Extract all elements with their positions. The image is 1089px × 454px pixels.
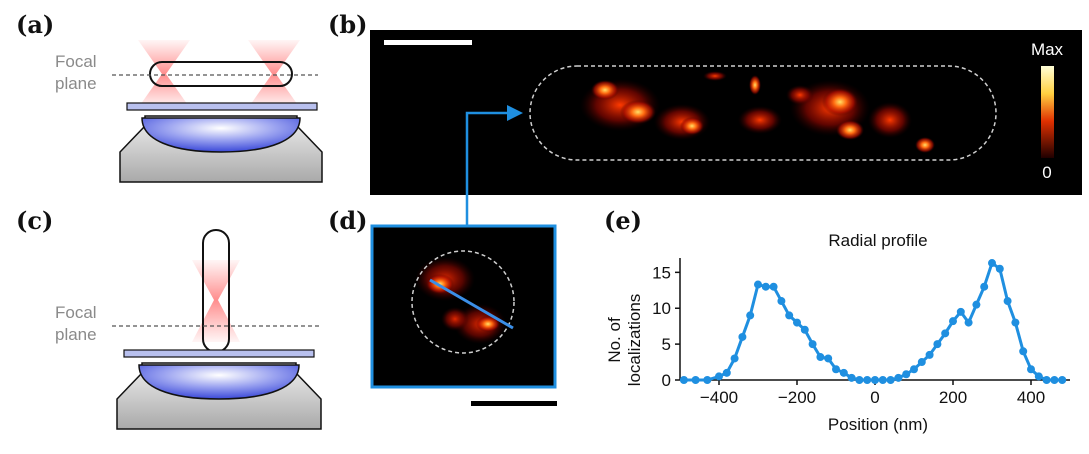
- focal-plane-label-line1: Focal: [55, 303, 97, 322]
- data-point: [956, 307, 965, 316]
- coverslip: [123, 349, 315, 358]
- data-point: [894, 373, 903, 382]
- x-tick-label: 400: [1017, 388, 1045, 407]
- chart-xlabel: Position (nm): [828, 415, 928, 434]
- data-point: [769, 282, 778, 291]
- panel-label-a: (a): [16, 10, 55, 39]
- data-point: [847, 373, 856, 382]
- data-point: [980, 282, 989, 291]
- data-point: [917, 358, 926, 367]
- data-point: [855, 376, 864, 384]
- x-tick-label: −200: [778, 388, 816, 407]
- data-point: [808, 340, 817, 349]
- data-point: [703, 376, 712, 384]
- bacterial-cell: [149, 61, 293, 87]
- data-point: [988, 259, 996, 268]
- data-point: [1050, 376, 1059, 384]
- x-tick-label: 200: [939, 388, 967, 407]
- data-point: [1058, 376, 1067, 384]
- objective-lens: [138, 364, 300, 400]
- radial-profile-line: [429, 278, 514, 330]
- panel-d-image: [370, 224, 557, 406]
- data-point: [910, 365, 918, 374]
- data-point: [1019, 347, 1028, 356]
- data-point: [972, 300, 981, 309]
- panel-c-schematic: Focal plane: [55, 229, 322, 430]
- data-point: [738, 332, 747, 341]
- panel-label-d: (d): [328, 206, 368, 235]
- x-tick-label: −400: [700, 388, 738, 407]
- data-point: [871, 376, 879, 384]
- data-point: [863, 376, 872, 384]
- scale-bar: [384, 40, 472, 45]
- colorbar: [1041, 66, 1054, 158]
- focal-plane-label-line1: Focal: [55, 52, 97, 71]
- arrowhead-icon: [507, 105, 523, 121]
- data-point: [691, 376, 700, 384]
- scale-bar: [471, 401, 557, 406]
- data-point: [746, 311, 755, 320]
- data-point: [878, 376, 887, 384]
- chart-ylabel-line2: localizations: [625, 294, 644, 387]
- data-point: [679, 376, 688, 384]
- coverslip: [126, 102, 318, 111]
- data-point: [800, 325, 809, 334]
- cross-section-heatmap: [415, 257, 506, 344]
- data-point: [949, 317, 957, 326]
- data-point: [1034, 372, 1043, 381]
- localization-heatmap: [580, 71, 935, 153]
- series-line: [683, 260, 1063, 382]
- data-point: [777, 297, 786, 306]
- data-point: [1027, 365, 1035, 374]
- data-point: [832, 365, 840, 374]
- data-point: [761, 282, 770, 291]
- chart-ylabel-line1: No. of: [605, 317, 624, 363]
- radial-profile-chart: Radial profile No. of localizations Posi…: [605, 231, 1070, 434]
- cell-outline: [529, 65, 997, 161]
- data-point: [964, 318, 973, 327]
- image-frame: [370, 224, 557, 389]
- data-point: [793, 318, 801, 327]
- panel-label-c: (c): [16, 206, 54, 235]
- data-point: [1042, 376, 1051, 384]
- data-point: [715, 372, 723, 381]
- data-point: [933, 340, 942, 349]
- chart-title: Radial profile: [828, 231, 927, 250]
- connector-arrow: [465, 105, 523, 228]
- data-point: [824, 354, 833, 363]
- data-point: [816, 353, 825, 362]
- data-point: [902, 370, 911, 379]
- data-point: [941, 329, 950, 338]
- colorbar-min-label: 0: [1042, 163, 1051, 182]
- data-point: [754, 280, 762, 289]
- data-point: [785, 311, 794, 320]
- cell-cross-section-outline: [411, 250, 515, 354]
- chart-axes: 0 5 10 15 −400 −200 0 200 400: [652, 258, 1070, 407]
- data-point: [1003, 297, 1012, 306]
- y-tick-label: 10: [652, 299, 671, 318]
- y-tick-label: 5: [662, 335, 671, 354]
- y-tick-label: 0: [662, 371, 671, 390]
- y-tick-label: 15: [652, 263, 671, 282]
- data-point: [925, 350, 934, 359]
- x-tick-label: 0: [870, 388, 879, 407]
- colorbar-max-label: Max: [1031, 40, 1064, 59]
- excitation-beam-left: [138, 40, 190, 108]
- data-point: [722, 368, 731, 377]
- excitation-beam: [192, 260, 240, 342]
- data-point: [995, 264, 1004, 273]
- focal-plane-label-line2: plane: [55, 325, 97, 344]
- data-point: [1011, 318, 1020, 327]
- excitation-beam-right: [248, 40, 300, 108]
- objective-lens: [141, 117, 301, 153]
- panel-a-schematic: Focal plane: [55, 40, 323, 183]
- panel-label-e: (e): [604, 206, 642, 235]
- data-point: [730, 354, 739, 363]
- focal-plane-label-line2: plane: [55, 74, 97, 93]
- data-point: [839, 368, 848, 377]
- chart-series: [679, 259, 1067, 384]
- data-point: [886, 376, 895, 384]
- panel-label-b: (b): [328, 10, 368, 39]
